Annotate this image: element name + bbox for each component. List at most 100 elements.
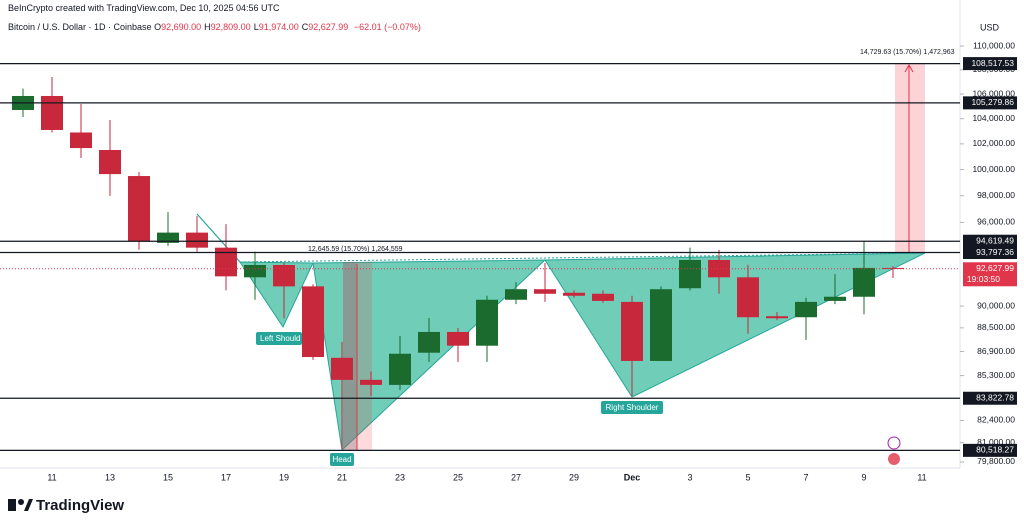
event-icon [887, 436, 901, 450]
candle-body [447, 331, 469, 346]
y-tick-label: 110,000.00 [973, 40, 1015, 50]
x-tick-label: 25 [453, 472, 463, 482]
x-tick-label: 7 [803, 472, 808, 482]
candle-body [273, 264, 295, 287]
y-tick-label: 88,500.00 [977, 322, 1015, 332]
candle-body [331, 357, 353, 380]
pattern-label: Left Should [260, 334, 300, 343]
y-tick-label: 102,000.00 [972, 138, 1015, 148]
label-box [601, 401, 663, 414]
candle-body [505, 289, 527, 300]
x-tick-label: 29 [569, 472, 579, 482]
x-tick-label: 17 [221, 472, 231, 482]
credit: BeInCrypto created with TradingView.com,… [8, 3, 280, 13]
candle-body [476, 299, 498, 346]
x-tick-label: 9 [861, 472, 866, 482]
x-tick-label: 3 [687, 472, 692, 482]
candle-body [418, 331, 440, 353]
candle-body [128, 176, 150, 242]
right-shoulder [544, 252, 926, 398]
candle-body [157, 232, 179, 243]
pattern-label: Head [332, 455, 351, 464]
ohlc-value: 91,974.00 [258, 22, 299, 32]
y-tick-label: 104,000.00 [972, 113, 1015, 123]
y-tick-label: 86,900.00 [977, 346, 1015, 356]
currency: USD [980, 22, 1000, 32]
candle-body [360, 379, 382, 385]
level-label-box [963, 234, 1017, 248]
ohlc-value: 92,809.00 [210, 22, 251, 32]
measure-label: 14,729.63 (15.70%) 1,472,963 [860, 49, 955, 56]
label-box [330, 453, 354, 466]
x-tick-label: 11 [917, 472, 926, 482]
logo-mark [8, 499, 16, 511]
ohlc-value: 92,627.99 [308, 22, 349, 32]
candle-body [650, 289, 672, 361]
y-tick-label: 79,800.00 [977, 456, 1015, 466]
candle-body [824, 296, 846, 301]
x-tick-label: 13 [105, 472, 115, 482]
ohlc-value: 92,690.00 [161, 22, 202, 32]
level-label: 94,619.49 [976, 235, 1014, 245]
ohlc-key: O [154, 22, 162, 32]
candle-body [302, 286, 324, 358]
ohlc-legend: O92,690.00 H92,809.00 L91,974.00 C92,627.99 [154, 22, 351, 32]
level-label-box [963, 246, 1017, 260]
ohlc-key: L [253, 22, 259, 32]
y-tick-label: 90,000.00 [977, 300, 1015, 310]
level-label-box [963, 96, 1017, 110]
level-label-box [963, 57, 1017, 71]
logo-text: TradingView [36, 497, 124, 514]
candle-body [853, 267, 875, 297]
candle-body [882, 267, 904, 269]
flag-icon [888, 453, 900, 465]
logo-mark [24, 499, 33, 511]
candle-body [621, 301, 643, 361]
candle-body [708, 259, 730, 278]
pattern-label: Right Shoulder [606, 403, 659, 412]
current-price-label: 92,627.99 [976, 263, 1014, 273]
level-label: 80,518.27 [976, 445, 1014, 455]
y-tick-label: 96,000.00 [977, 217, 1015, 227]
level-label-box [963, 443, 1017, 457]
candle-body [795, 301, 817, 318]
y-tick-label: 82,400.00 [977, 415, 1015, 425]
logo-mark [18, 499, 24, 505]
candle-body [563, 292, 585, 296]
y-tick-label: 98,000.00 [977, 190, 1015, 200]
measure-label: 12,645.59 (15.70%) 1,264,559 [308, 246, 403, 253]
logo: TradingView [8, 497, 124, 514]
measure-box [895, 64, 925, 253]
candle-body [534, 289, 556, 294]
candle-body [70, 132, 92, 149]
y-tick-label: 81,000.00 [977, 437, 1015, 447]
symbol: Bitcoin / U.S. Dollar · 1D · Coinbase [8, 22, 152, 32]
x-tick-label: 19 [279, 472, 289, 482]
candle-body [41, 95, 63, 130]
change: −62.01 (−0.07%) [353, 22, 421, 32]
candle-body [186, 232, 208, 248]
countdown: 19:03:50 [967, 274, 1000, 284]
measure-box [343, 262, 357, 451]
x-tick-label: 5 [745, 472, 750, 482]
candle-body [389, 353, 411, 385]
candle-body [766, 316, 788, 319]
x-tick-label: 27 [511, 472, 521, 482]
candle-body [244, 264, 266, 278]
level-label: 105,279.86 [971, 97, 1014, 107]
candle-body [99, 149, 121, 175]
level-label: 83,822.78 [976, 392, 1014, 402]
candle-body [592, 293, 614, 301]
symbol-legend: Bitcoin / U.S. Dollar · 1D · Coinbase O9… [8, 22, 421, 32]
x-tick-label: 23 [395, 472, 405, 482]
y-tick-label: 106,000.00 [972, 88, 1015, 98]
y-tick-label: 100,000.00 [972, 164, 1015, 174]
measure-boxes [343, 63, 925, 451]
arrow-head [904, 63, 914, 73]
label-box [256, 332, 302, 345]
ohlc-key: H [204, 22, 211, 32]
candle-body [679, 259, 701, 289]
level-label: 108,517.53 [971, 58, 1014, 68]
